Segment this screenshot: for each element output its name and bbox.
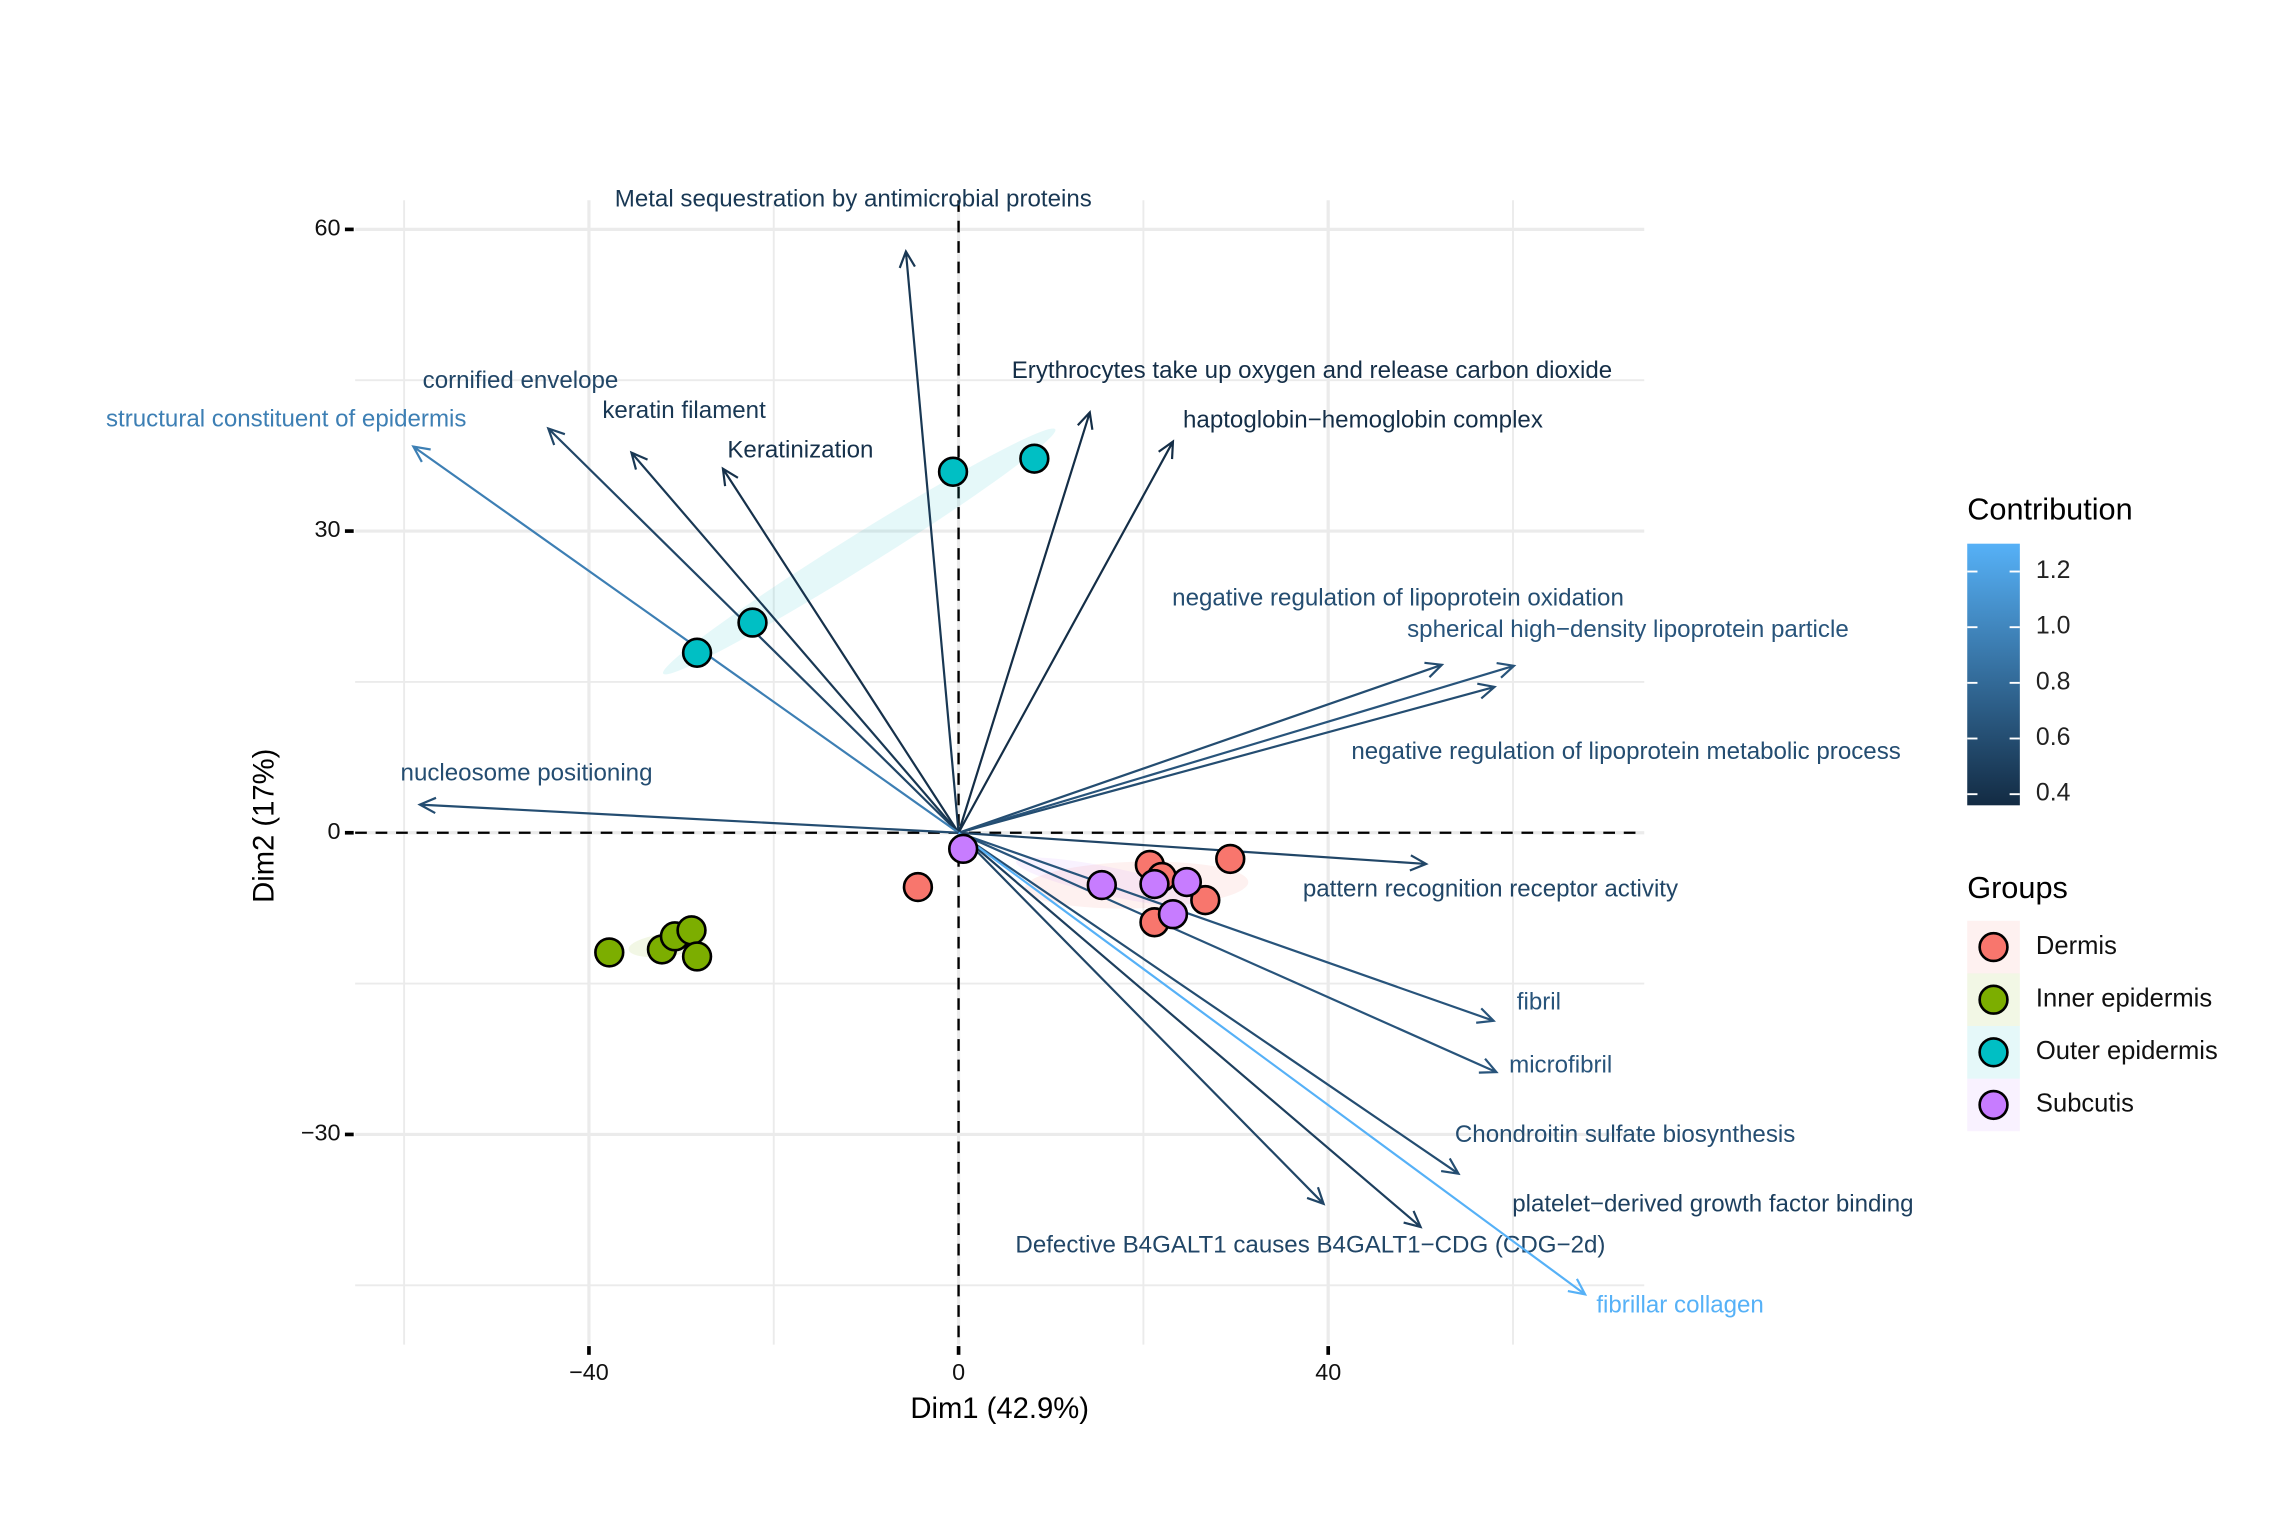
- y-tick-label: 0: [328, 818, 341, 844]
- legend-title: Contribution: [1967, 492, 2132, 527]
- point: [681, 941, 713, 972]
- variable-arrow: [411, 445, 960, 834]
- y-tick-label: −30: [301, 1120, 341, 1146]
- legend-label: Subcutis: [2036, 1090, 2134, 1118]
- variable-arrow: [898, 249, 960, 833]
- point: [1190, 884, 1221, 916]
- variable-label: pattern recognition receptor activity: [1303, 876, 1678, 903]
- variable-arrows: Metal sequestration by antimicrobial pro…: [106, 186, 1914, 1319]
- variable-label: Erythrocytes take up oxygen and release …: [1012, 357, 1612, 384]
- variable-label: keratin filament: [602, 397, 766, 424]
- variable-arrow: [957, 831, 1423, 1229]
- legend-swatch: [1978, 984, 2009, 1015]
- variable-arrow: [957, 831, 1588, 1296]
- x-tick-label: −40: [569, 1359, 609, 1385]
- point: [676, 915, 707, 946]
- variable-arrow: [958, 831, 1496, 1024]
- colorbar-label: 0.4: [2036, 780, 2071, 807]
- point: [1215, 843, 1246, 875]
- point: [937, 456, 969, 487]
- variable-label: Chondroitin sulfate biosynthesis: [1455, 1121, 1795, 1148]
- x-axis-title: Dim1 (42.9%): [910, 1393, 1089, 1425]
- x-tick-label: 0: [952, 1359, 965, 1385]
- legend-label: Outer epidermis: [2036, 1037, 2218, 1065]
- point: [737, 607, 768, 638]
- variable-label: microfibril: [1509, 1052, 1612, 1079]
- variable-label: cornified envelope: [423, 367, 619, 394]
- y-tick-label: 30: [315, 516, 341, 542]
- variable-arrow: [957, 831, 1326, 1206]
- colorbar: [1967, 543, 2020, 806]
- point: [1019, 443, 1050, 474]
- colorbar-label: 0.8: [2036, 668, 2071, 695]
- grid: [355, 200, 1645, 1345]
- variable-arrow: [957, 831, 1461, 1176]
- variable-label: structural constituent of epidermis: [106, 406, 466, 433]
- variable-label: haptoglobin−hemoglobin complex: [1183, 406, 1543, 433]
- variable-label: spherical high−density lipoprotein parti…: [1407, 616, 1849, 643]
- variable-arrow: [629, 450, 960, 834]
- variable-arrow: [958, 831, 1499, 1074]
- point: [902, 871, 934, 903]
- colorbar-label: 0.6: [2036, 724, 2071, 751]
- variable-arrow: [417, 796, 959, 834]
- variable-label: fibril: [1517, 989, 1561, 1016]
- legend-swatch: [1978, 931, 2009, 963]
- legend-title: Groups: [1967, 870, 2068, 905]
- point: [594, 937, 625, 968]
- axes: −40 0 40 −30 0 30 60: [301, 215, 1341, 1385]
- variable-label: Metal sequestration by antimicrobial pro…: [615, 186, 1092, 213]
- y-axis-title: Dim2 (17%): [249, 749, 281, 903]
- point: [1171, 866, 1203, 898]
- point: [1157, 899, 1189, 930]
- legend: 0.4 0.6 0.8 1.0 1.2 Dermis Inner epidermis Oute…: [1967, 543, 2218, 1132]
- colorbar-label: 1.0: [2036, 613, 2071, 640]
- variable-label: fibrillar collagen: [1596, 1291, 1764, 1318]
- x-tick-label: 40: [1315, 1359, 1341, 1385]
- legend-label: Inner epidermis: [2036, 984, 2212, 1012]
- variable-arrow: [958, 682, 1497, 834]
- variable-arrow: [957, 410, 1094, 834]
- points: [594, 443, 1246, 972]
- point: [947, 833, 979, 865]
- variable-label: negative regulation of lipoprotein metab…: [1351, 738, 1900, 765]
- variable-label: platelet−derived growth factor binding: [1512, 1190, 1913, 1217]
- variable-label: Keratinization: [727, 437, 873, 464]
- variable-arrow: [958, 661, 1517, 834]
- legend-label: Dermis: [2036, 932, 2117, 960]
- legend-swatch: [1978, 1089, 2009, 1121]
- y-tick-label: 60: [315, 215, 341, 241]
- point: [1139, 868, 1170, 900]
- point: [681, 637, 713, 668]
- variable-arrow: [958, 831, 1429, 872]
- variable-label: negative regulation of lipoprotein oxida…: [1172, 584, 1624, 611]
- variable-arrow: [957, 439, 1175, 834]
- legend-swatch: [1978, 1037, 2009, 1068]
- point: [1086, 869, 1118, 901]
- colorbar-label: 1.2: [2036, 557, 2071, 584]
- variable-arrow: [721, 466, 960, 834]
- variable-arrow: [958, 661, 1445, 834]
- variable-label: nucleosome positioning: [401, 759, 653, 786]
